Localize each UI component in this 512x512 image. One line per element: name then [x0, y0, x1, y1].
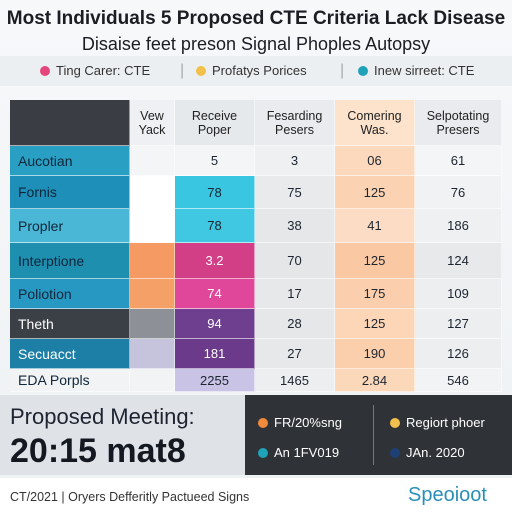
value-cell: 125	[335, 309, 415, 339]
value-cell: 127	[415, 309, 502, 339]
value-cell: 5	[175, 146, 255, 176]
column-header: Vew Yack	[130, 100, 175, 146]
value-cell: 3.2	[175, 243, 255, 279]
detail-text: Regiort phoer	[406, 415, 485, 430]
header-cell	[10, 100, 130, 146]
legend-text: Ting Carer: CTE	[56, 63, 151, 78]
value-cell: 126	[415, 339, 502, 369]
column-header: Comering Was.	[335, 100, 415, 146]
value-cell: 38	[255, 209, 335, 243]
value-cell: 181	[175, 339, 255, 369]
detail-text: An 1FV019	[274, 445, 340, 460]
value-cell: 125	[335, 176, 415, 209]
empty-cell	[130, 339, 175, 369]
empty-cell	[130, 146, 175, 176]
column-header: Fesarding Pesers	[255, 100, 335, 146]
value-cell: 3	[255, 146, 335, 176]
value-cell: 186	[415, 209, 502, 243]
row-label: EDA Porpls	[10, 369, 130, 392]
meeting-time: 20:15 mat8	[10, 432, 186, 470]
empty-cell	[130, 176, 175, 209]
column-header: Receive Poper	[175, 100, 255, 146]
row-label: Interptione	[10, 243, 130, 279]
detail: An 1FV019	[258, 445, 339, 460]
value-cell: 125	[335, 243, 415, 279]
empty-cell	[130, 369, 175, 392]
value-cell: 41	[335, 209, 415, 243]
detail-text: JAn. 2020	[406, 445, 465, 460]
row-label: Poliotion	[10, 279, 130, 309]
legend-item: Inew sirreet: CTE	[358, 63, 474, 78]
meeting-label: Proposed Meeting:	[10, 404, 195, 429]
value-cell: 61	[415, 146, 502, 176]
row-label: Secuacct	[10, 339, 130, 369]
empty-cell	[130, 279, 175, 309]
value-cell: 06	[335, 146, 415, 176]
value-cell: 1465	[255, 369, 335, 392]
footer	[0, 478, 512, 512]
row-label: Theth	[10, 309, 130, 339]
value-cell: 17	[255, 279, 335, 309]
value-cell: 2255	[175, 369, 255, 392]
legend-text: Inew sirreet: CTE	[374, 63, 475, 78]
details-panel	[245, 395, 512, 475]
legend-bar	[0, 56, 512, 86]
title-line: Most Individuals 5 Proposed CTE Criteria…	[6, 8, 506, 29]
value-cell: 175	[335, 279, 415, 309]
value-cell: 78	[175, 176, 255, 209]
title-line: Disaise feet preson Signal Phoples Autop…	[81, 34, 431, 54]
value-cell: 74	[175, 279, 255, 309]
detail: FR/20%sng	[258, 415, 342, 430]
value-cell: 124	[415, 243, 502, 279]
logo: Speoioot	[408, 484, 487, 506]
value-cell: 76	[415, 176, 502, 209]
detail-text: FR/20%sng	[274, 415, 342, 430]
empty-cell	[130, 209, 175, 243]
value-cell: 28	[255, 309, 335, 339]
meeting-panel	[0, 395, 245, 475]
row-label: Aucotian	[10, 146, 130, 176]
empty-cell	[130, 309, 175, 339]
footer-text: CT/2021 | Oryers Defferitly Pactueed Sig…	[10, 490, 250, 504]
value-cell: 109	[415, 279, 502, 309]
separator: |	[180, 62, 185, 79]
column-header: Selpotating Presers	[415, 100, 502, 146]
row-label: Fornis	[10, 176, 130, 209]
value-cell: 27	[255, 339, 335, 369]
legend-item: Profatys Porices	[196, 63, 307, 78]
value-cell: 2.84	[335, 369, 415, 392]
value-cell: 546	[415, 369, 502, 392]
legend-text: Profatys Porices	[212, 63, 307, 78]
value-cell: 78	[175, 209, 255, 243]
detail: Regiort phoer	[390, 415, 485, 430]
value-cell: 75	[255, 176, 335, 209]
empty-cell	[130, 243, 175, 279]
value-cell: 94	[175, 309, 255, 339]
divider	[373, 405, 374, 465]
separator: |	[340, 62, 345, 79]
value-cell: 190	[335, 339, 415, 369]
detail: JAn. 2020	[390, 445, 465, 460]
row-label: Propler	[10, 209, 130, 243]
value-cell: 70	[255, 243, 335, 279]
legend-item: Ting Carer: CTE	[40, 63, 150, 78]
